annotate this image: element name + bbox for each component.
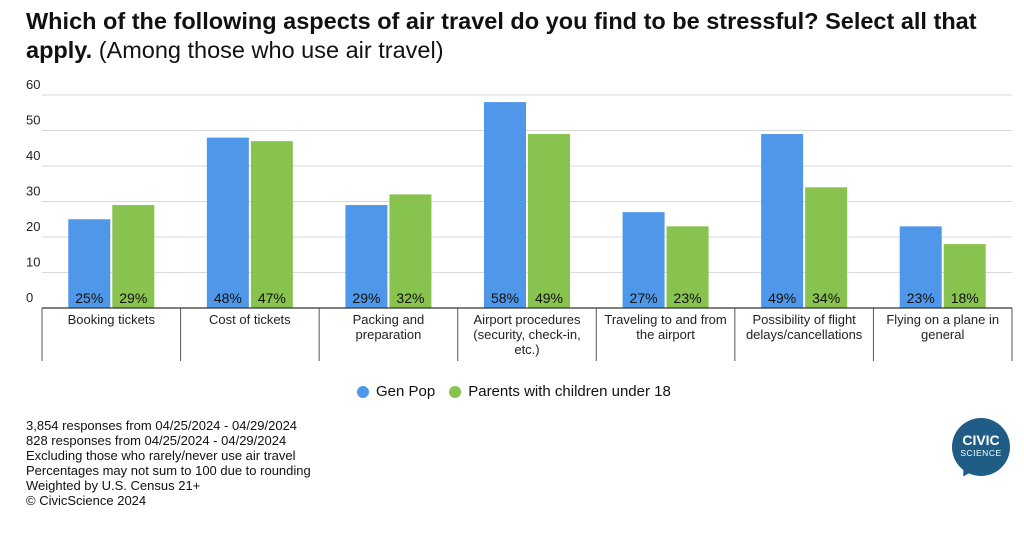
x-tick-label: general [921, 327, 964, 342]
data-label: 48% [214, 290, 242, 306]
y-tick-label: 50 [26, 113, 40, 128]
data-label: 49% [535, 290, 563, 306]
bar-gen-pop [68, 219, 111, 308]
bar-gen-pop [899, 226, 942, 308]
data-label: 27% [630, 290, 658, 306]
x-tick-label: (security, check-in, [473, 327, 580, 342]
legend-swatch-gen-pop [357, 385, 369, 398]
logo-text-science: SCIENCE [960, 448, 1002, 458]
y-tick-label: 40 [26, 148, 40, 163]
bar-gen-pop [345, 205, 388, 308]
bar-chart: 0 10 20 30 40 50 60 25% 48% 29% 58% 27% 49% 23% 29% 47%… [26, 77, 1013, 361]
data-label: 58% [491, 290, 519, 306]
bar-gen-pop [761, 134, 804, 308]
legend-label-gen-pop: Gen Pop [376, 383, 436, 400]
chart-title: Which of the following aspects of air tr… [26, 7, 1016, 65]
footnotes: 3,854 responses from 04/25/2024 - 04/29/… [26, 418, 311, 508]
data-label: 29% [352, 290, 380, 306]
footnote: Percentages may not sum to 100 due to ro… [26, 463, 311, 478]
bar-gen-pop [622, 212, 665, 308]
y-tick-label: 10 [26, 255, 40, 270]
x-tick-label: Booking tickets [68, 312, 156, 327]
data-label: 23% [674, 290, 702, 306]
x-tick-label: preparation [356, 327, 422, 342]
footnote: Weighted by U.S. Census 21+ [26, 478, 201, 493]
legend-swatch-parents [449, 385, 462, 398]
x-tick-label: etc.) [514, 342, 539, 357]
data-label: 32% [396, 290, 424, 306]
x-tick-label: Possibility of flight [752, 312, 856, 327]
x-tick-label: Flying on a plane in [886, 312, 999, 327]
logo-text-civic: CIVIC [962, 432, 1000, 448]
legend-label-parents: Parents with children under 18 [468, 383, 671, 400]
data-label: 25% [75, 290, 103, 306]
bar-parents [112, 205, 155, 308]
x-tick-label: Packing and [353, 312, 425, 327]
bar-gen-pop [206, 137, 249, 308]
footnote: 3,854 responses from 04/25/2024 - 04/29/… [26, 418, 298, 433]
x-tick-label: delays/cancellations [746, 327, 863, 342]
x-tick-label: the airport [636, 327, 695, 342]
bar-parents [250, 141, 293, 308]
x-tick-label: Traveling to and from [604, 312, 726, 327]
data-label: 49% [768, 290, 796, 306]
data-label: 18% [951, 290, 979, 306]
y-tick-label: 60 [26, 77, 40, 92]
data-label: 34% [812, 290, 840, 306]
x-tick-label: Airport procedures [474, 312, 581, 327]
data-label: 47% [258, 290, 286, 306]
data-label: 29% [119, 290, 147, 306]
bar-parents [805, 187, 848, 308]
footnote: 828 responses from 04/25/2024 - 04/29/20… [26, 433, 287, 448]
legend: Gen Pop Parents with children under 18 [357, 383, 671, 400]
civicscience-logo: CIVIC SCIENCE [952, 418, 1014, 481]
footnote: Excluding those who rarely/never use air… [26, 448, 296, 463]
bar-parents [528, 134, 570, 308]
y-tick-label: 0 [26, 290, 33, 305]
footnote: © CivicScience 2024 [26, 493, 147, 508]
bar-parents [943, 244, 986, 308]
legend-item-gen-pop: Gen Pop [357, 383, 435, 400]
bar-parents [666, 226, 709, 308]
x-tick-label: Cost of tickets [209, 312, 291, 327]
y-tick-label: 20 [26, 219, 40, 234]
data-label: 23% [907, 290, 935, 306]
title-question: Which of the following aspects of air tr… [26, 8, 977, 63]
bar-parents [389, 194, 432, 308]
y-tick-label: 30 [26, 184, 40, 199]
logo-circle: CIVIC SCIENCE [952, 418, 1010, 476]
bar-gen-pop [484, 102, 526, 308]
title-subtitle: (Among those who use air travel) [92, 37, 444, 63]
legend-item-parents: Parents with children under 18 [449, 383, 671, 400]
